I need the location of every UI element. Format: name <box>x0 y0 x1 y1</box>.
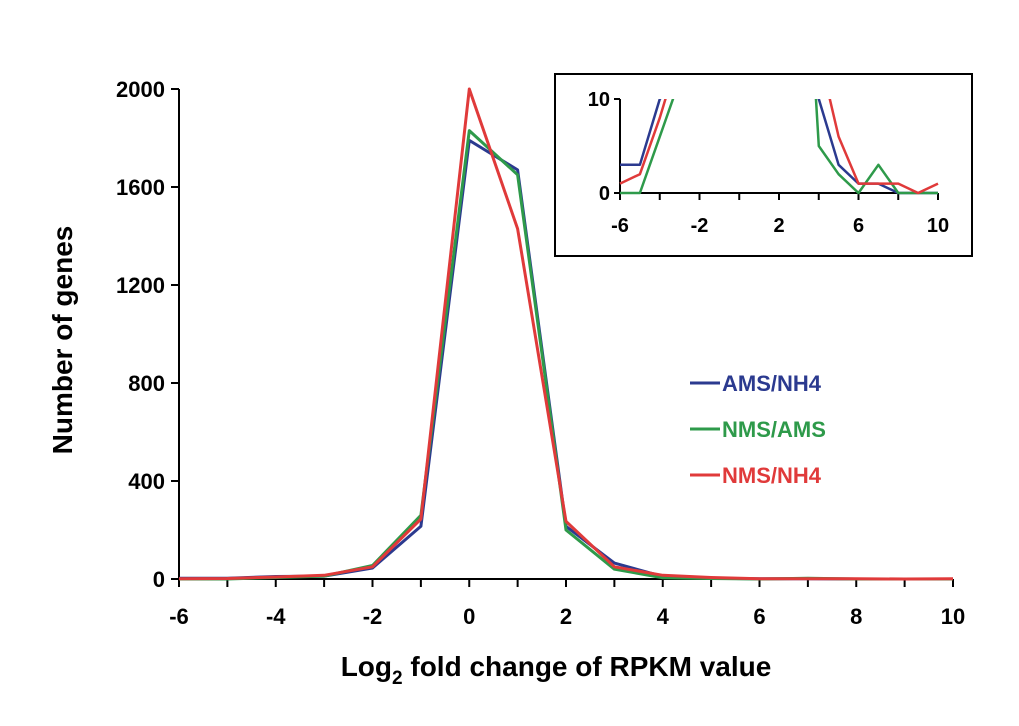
series-line-nms-nh4 <box>178 87 954 581</box>
legend-label: NMS/NH4 <box>722 463 822 488</box>
y-tick-label: 0 <box>153 567 165 592</box>
main-plot: 0 400 800 1200 1600 2000 -6 -4 -2 0 2 4 6 8 10 Log2 fol… <box>47 77 965 689</box>
inset-series-line-ams-nh4 <box>620 99 938 195</box>
inset-x-tick-label: -2 <box>691 215 709 237</box>
x-tick-label: 10 <box>941 604 965 629</box>
y-tick-label: 1600 <box>116 175 165 200</box>
x-tick-label: -6 <box>169 604 189 629</box>
inset-x-tick-label: 6 <box>853 215 864 237</box>
x-tick-label: -4 <box>266 604 286 629</box>
y-tick-label: 1200 <box>116 273 165 298</box>
inset-x-tick-label: -6 <box>611 215 629 237</box>
legend-label: NMS/AMS <box>722 417 826 442</box>
inset-y-tick-label: 10 <box>588 89 610 111</box>
y-tick-label: 800 <box>128 371 165 396</box>
inset-x-tick-label: 10 <box>927 215 949 237</box>
x-tick-label: 2 <box>560 604 572 629</box>
y-axis-title: Number of genes <box>47 226 78 455</box>
x-tick-label: -2 <box>363 604 383 629</box>
x-tick-label: 4 <box>657 604 670 629</box>
legend-label: AMS/NH4 <box>722 371 822 396</box>
x-tick-label: 6 <box>753 604 765 629</box>
x-tick-label: 8 <box>850 604 862 629</box>
inset-series-line-nms-ams <box>620 99 938 195</box>
inset-plot: 0 10 -6 -2 2 6 10 <box>554 73 973 257</box>
inset-x-tick-label: 2 <box>773 215 784 237</box>
inset-series-line-nms-nh4 <box>619 99 939 195</box>
x-axis-title: Log2 fold change of RPKM value <box>341 651 772 689</box>
inset-y-tick-label: 0 <box>599 183 610 205</box>
inset-series <box>619 99 939 195</box>
x-tick-label: 0 <box>463 604 475 629</box>
y-tick-label: 400 <box>128 469 165 494</box>
y-tick-label: 2000 <box>116 77 165 102</box>
